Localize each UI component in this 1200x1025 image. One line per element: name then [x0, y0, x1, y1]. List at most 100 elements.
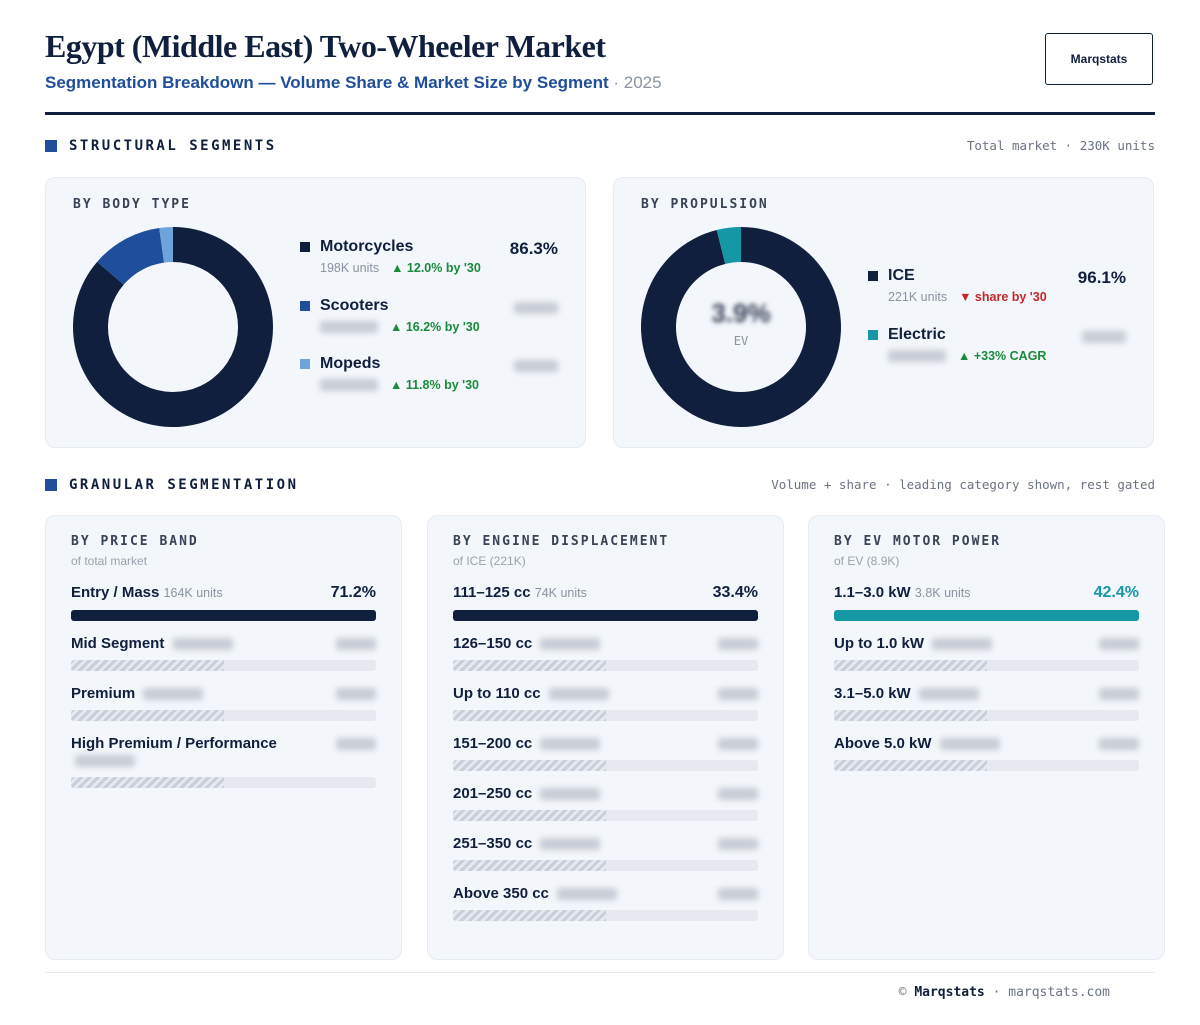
bar-track: [71, 610, 376, 621]
gated-value: [540, 838, 601, 851]
brand: Marqstats: [914, 985, 985, 1000]
separator: ·: [608, 73, 624, 92]
gated-value: [320, 379, 378, 391]
legend-units: ▲ 11.8% by '30: [320, 378, 479, 392]
gated-value: [888, 350, 946, 362]
row-label: 201–250 cc: [453, 785, 601, 802]
row-head: Above 350 cc: [453, 885, 758, 902]
row: Above 5.0 kW: [834, 735, 1139, 771]
gated-value: [718, 738, 758, 750]
gated-value: [718, 638, 758, 650]
title: Egypt (Middle East) Two-Wheeler Market: [45, 28, 606, 64]
subtitle-text: Segmentation Breakdown — Volume Share & …: [45, 73, 609, 92]
section-label: STRUCTURAL SEGMENTS: [45, 138, 277, 154]
row-label: 251–350 cc: [453, 835, 601, 852]
donut-slice: [72, 227, 273, 427]
row-name: Entry / Mass: [71, 584, 160, 601]
row-label: Premium: [71, 685, 204, 702]
legend-text: Electric: [888, 326, 946, 343]
row-name: 251–350 cc: [453, 835, 533, 852]
donut: [641, 227, 841, 428]
row-name: Premium: [71, 685, 136, 702]
row-head: Mid Segment: [71, 635, 376, 652]
row-label: Above 350 cc: [453, 885, 618, 902]
row: Entry / Mass 164K units 71.2%: [71, 584, 376, 621]
row-share: 33.4%: [712, 584, 758, 601]
row-share: 71.2%: [330, 584, 376, 601]
row: High Premium / Performance: [71, 735, 376, 788]
gated-value: [75, 755, 135, 768]
bar-track: [834, 660, 1139, 671]
gated-value: [939, 738, 1000, 751]
gated-value: [540, 638, 601, 651]
row: 151–200 cc: [453, 735, 758, 771]
gated-value: [718, 888, 758, 900]
bar-hatch: [453, 660, 606, 671]
donut-slice: [716, 227, 741, 264]
legend-swatch: [868, 330, 878, 340]
panel-title: BY BODY TYPE: [73, 197, 191, 212]
card-title: BY EV MOTOR POWER: [834, 534, 1002, 549]
trend: ▼ share by '30: [959, 290, 1047, 304]
legend-swatch: [300, 300, 310, 311]
bar-track: [453, 660, 758, 671]
gated-value: [514, 301, 558, 314]
row-name: 1.1–3.0 kW: [834, 584, 911, 601]
row: Up to 110 cc: [453, 685, 758, 721]
bar-hatch: [834, 660, 987, 671]
row-head: 3.1–5.0 kW: [834, 685, 1139, 702]
legend-text: Scooters: [320, 296, 389, 314]
gated-value: [540, 738, 601, 751]
row: Premium: [71, 685, 376, 721]
row-name: 3.1–5.0 kW: [834, 685, 911, 702]
row-name: Mid Segment: [71, 635, 165, 652]
legend-units: ▲ +33% CAGR: [888, 349, 1046, 363]
row-name: 151–200 cc: [453, 735, 533, 752]
trend: ▲ +33% CAGR: [958, 349, 1047, 363]
legend-name: Scooters: [300, 297, 388, 315]
center-caption: EV: [733, 334, 749, 348]
legend-units: 198K units ▲ 12.0% by '30: [320, 261, 481, 275]
trend: ▲ 16.2% by '30: [390, 319, 480, 334]
row: 1.1–3.0 kW 3.8K units 42.4%: [834, 584, 1139, 621]
bar-hatch: [71, 710, 224, 721]
card: BY EV MOTOR POWER of EV (8.9K) 1.1–3.0 kW …: [808, 515, 1165, 960]
gated-value: [718, 838, 758, 850]
bar-hatch: [453, 910, 606, 921]
bar-track: [453, 610, 758, 621]
legend-units: 221K units ▼ share by '30: [888, 290, 1047, 304]
legend-name: Mopeds: [300, 355, 380, 373]
row-label: Entry / Mass 164K units: [71, 584, 223, 601]
row: 201–250 cc: [453, 785, 758, 821]
legend-name: Motorcycles: [300, 238, 413, 256]
row-label: Up to 1.0 kW: [834, 635, 993, 652]
gated-value: [336, 688, 376, 700]
bar-hatch: [71, 660, 224, 671]
bar-track: [71, 777, 376, 788]
rule: [45, 112, 1155, 115]
row-head: Up to 1.0 kW: [834, 635, 1139, 652]
bar-track: [71, 660, 376, 671]
legend-name: ICE: [868, 267, 915, 285]
gated-value: [143, 688, 204, 701]
year: 2025: [623, 73, 662, 92]
section-note: Total market · 230K units: [966, 138, 1155, 153]
row-label: Above 5.0 kW: [834, 735, 1000, 752]
bar-track: [834, 760, 1139, 771]
row-label: 126–150 cc: [453, 635, 601, 652]
section-note: Volume + share · leading category shown,…: [771, 477, 1155, 492]
row: Up to 1.0 kW: [834, 635, 1139, 671]
legend-text: ICE: [888, 267, 915, 284]
bar-hatch: [834, 760, 987, 771]
gated-value: [1099, 638, 1139, 650]
row-units: 164K units: [163, 586, 223, 600]
row-label: 3.1–5.0 kW: [834, 685, 979, 702]
row-name: High Premium / Performance: [71, 735, 277, 752]
gated-value: [548, 688, 609, 701]
row: Mid Segment: [71, 635, 376, 671]
row-units: 74K units: [534, 586, 587, 600]
bar-hatch: [453, 810, 606, 821]
gated-value: [1099, 738, 1139, 750]
gated-value: [1082, 331, 1126, 343]
row-name: 201–250 cc: [453, 785, 533, 802]
